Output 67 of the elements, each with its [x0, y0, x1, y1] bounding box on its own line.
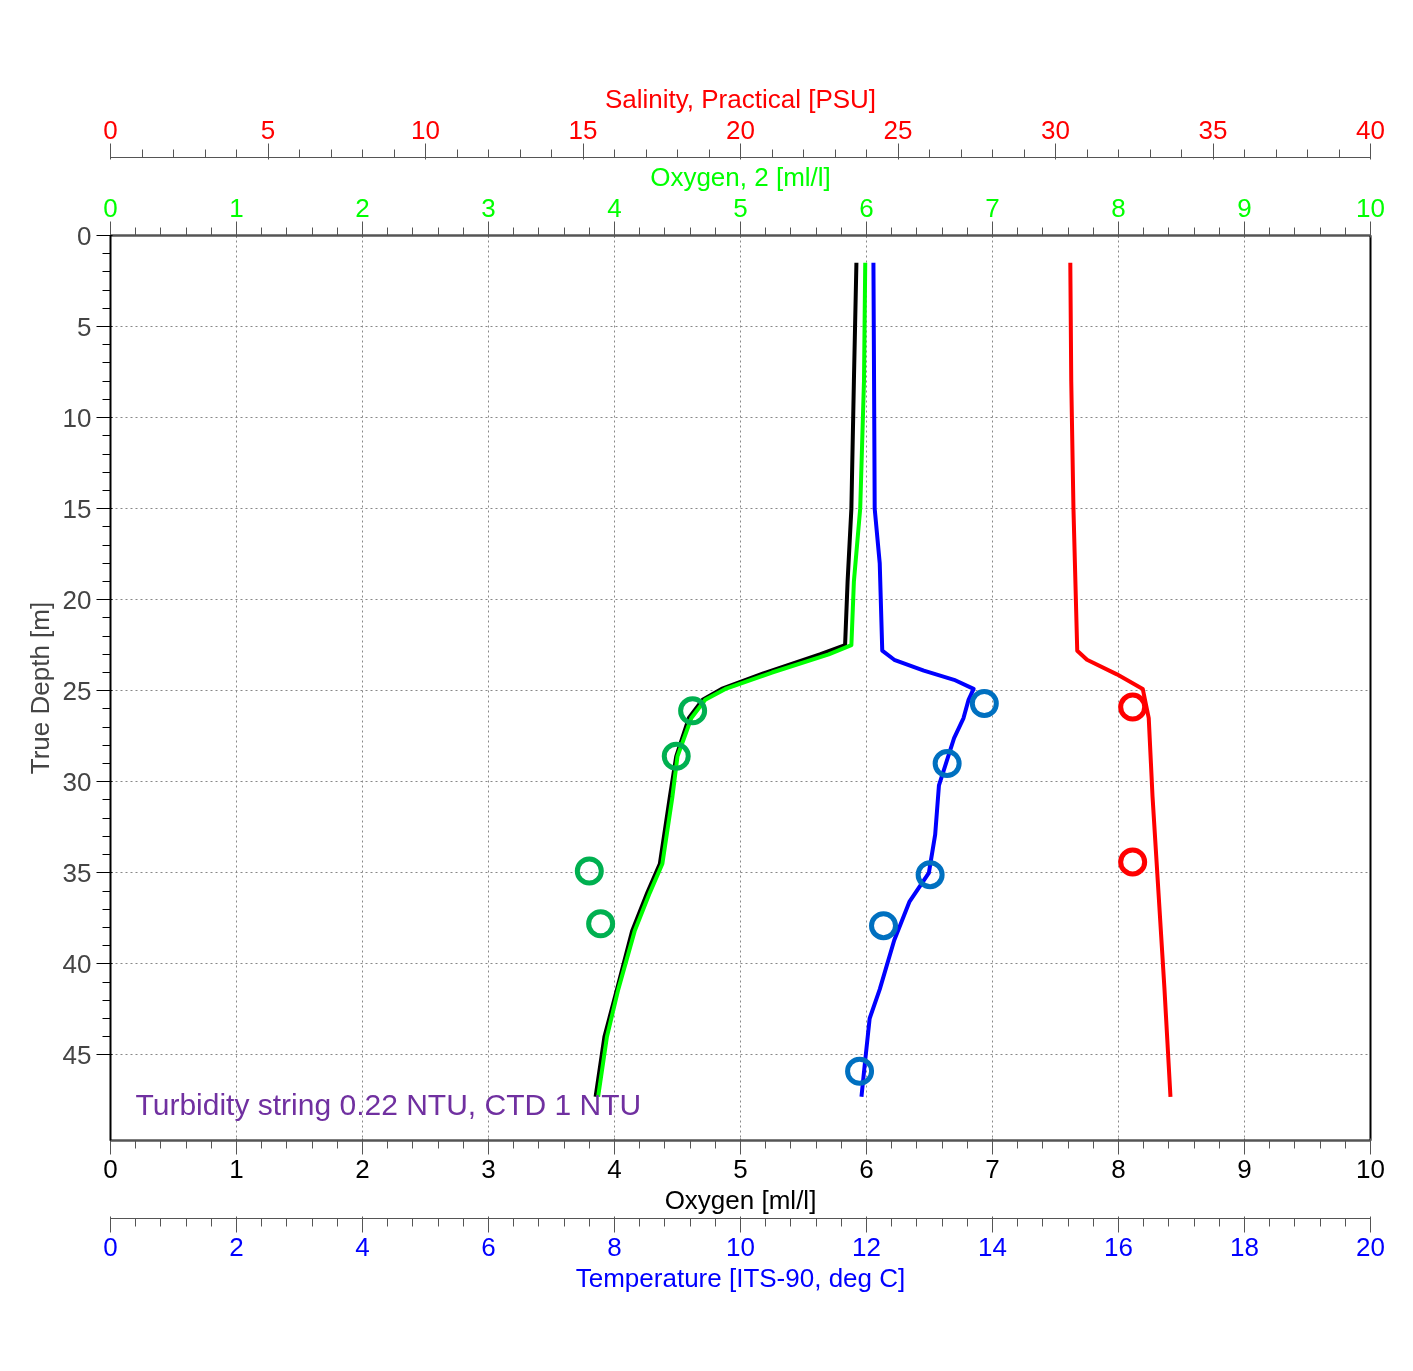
x2-tick-label: 7	[985, 1153, 1000, 1184]
y-tick-label: 30	[62, 766, 92, 797]
x-tick-label: 3	[481, 192, 496, 223]
x2-axis-title: Salinity, Practical [PSU]	[604, 83, 877, 114]
x-tick-label: 6	[481, 1231, 496, 1262]
x2-tick-label: 1	[229, 1153, 244, 1184]
y-tick-label: 35	[62, 857, 92, 888]
y-tick-label: 10	[62, 402, 92, 433]
annotation: Turbidity string 0.22 NTU, CTD 1 NTU	[135, 1087, 642, 1121]
y-tick-label: 15	[62, 493, 92, 524]
point	[845, 1056, 875, 1086]
x-tick-label: 10	[1356, 192, 1385, 223]
x-tick-label: 9	[1237, 192, 1252, 223]
x2-tick-label: 4	[607, 1153, 622, 1184]
x-tick-label: 1	[229, 192, 244, 223]
y-tick-label: 40	[62, 948, 92, 979]
x-tick-label: 14	[978, 1231, 1007, 1262]
x2-tick-label: 20	[726, 114, 755, 145]
x-tick-label: 12	[852, 1231, 881, 1262]
x2-tick-label: 30	[1041, 114, 1070, 145]
x-tick-label: 20	[1356, 1231, 1385, 1262]
y-tick-label: 0	[77, 220, 92, 251]
x-tick-label: 0	[103, 192, 118, 223]
x2-tick-label: 8	[1111, 1153, 1126, 1184]
y-tick-label: 45	[62, 1039, 92, 1070]
x-axis-title: Temperature [ITS-90, deg C]	[575, 1262, 906, 1293]
y-tick-label: 20	[62, 584, 92, 615]
x-tick-label: 16	[1104, 1231, 1133, 1262]
x2-tick-label: 15	[568, 114, 598, 145]
x2-tick-label: 0	[103, 114, 118, 145]
x-tick-label: 6	[859, 192, 874, 223]
point	[678, 696, 708, 726]
point	[915, 860, 945, 890]
point	[869, 911, 899, 941]
x-tick-label: 4	[355, 1231, 370, 1262]
x2-tick-label: 5	[733, 1153, 748, 1184]
x2-tick-label: 9	[1237, 1153, 1252, 1184]
x-tick-label: 10	[726, 1231, 755, 1262]
x2-tick-label: 2	[355, 1153, 370, 1184]
x-tick-label: 5	[733, 192, 748, 223]
y-axis-title: True Depth [m]	[24, 601, 55, 775]
x2-tick-label: 3	[481, 1153, 496, 1184]
y-tick-label: 25	[62, 675, 92, 706]
point	[586, 909, 616, 939]
x-tick-label: 7	[985, 192, 1000, 223]
x2-axis-title: Oxygen, 2 [ml/l]	[650, 161, 831, 192]
x-tick-label: 4	[607, 192, 622, 223]
x-tick-label: 18	[1230, 1231, 1259, 1262]
point	[574, 856, 604, 886]
point	[932, 749, 962, 779]
x-tick-label: 2	[229, 1231, 244, 1262]
x-tick-label: 0	[103, 1231, 118, 1262]
x-tick-label: 8	[607, 1231, 622, 1262]
x-axis-title: Oxygen [ml/l]	[664, 1184, 817, 1215]
x2-tick-label: 0	[103, 1153, 118, 1184]
point	[661, 741, 691, 771]
point	[969, 689, 999, 718]
x2-tick-label: 5	[260, 114, 276, 145]
x-tick-label: 2	[355, 192, 370, 223]
x-tick-label: 8	[1111, 192, 1126, 223]
x2-tick-label: 10	[411, 114, 440, 145]
x2-tick-label: 6	[859, 1153, 874, 1184]
x2-tick-label: 10	[1356, 1153, 1385, 1184]
x2-tick-label: 40	[1356, 114, 1385, 145]
x2-tick-label: 25	[883, 114, 913, 145]
y-tick-label: 5	[77, 311, 92, 342]
x2-tick-label: 35	[1198, 114, 1228, 145]
